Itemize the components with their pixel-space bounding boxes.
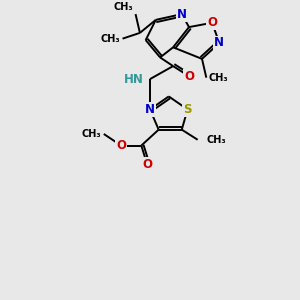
Text: N: N (145, 103, 155, 116)
Text: S: S (183, 103, 192, 116)
Text: O: O (207, 16, 217, 29)
Text: N: N (177, 8, 187, 21)
Text: N: N (214, 37, 224, 50)
Text: O: O (184, 70, 194, 83)
Text: O: O (116, 139, 126, 152)
Text: CH₃: CH₃ (208, 73, 228, 82)
Text: O: O (142, 158, 152, 171)
Text: CH₃: CH₃ (114, 2, 133, 12)
Text: CH₃: CH₃ (100, 34, 120, 44)
Text: HN: HN (124, 73, 144, 85)
Text: CH₃: CH₃ (206, 135, 226, 145)
Text: CH₃: CH₃ (82, 129, 101, 139)
